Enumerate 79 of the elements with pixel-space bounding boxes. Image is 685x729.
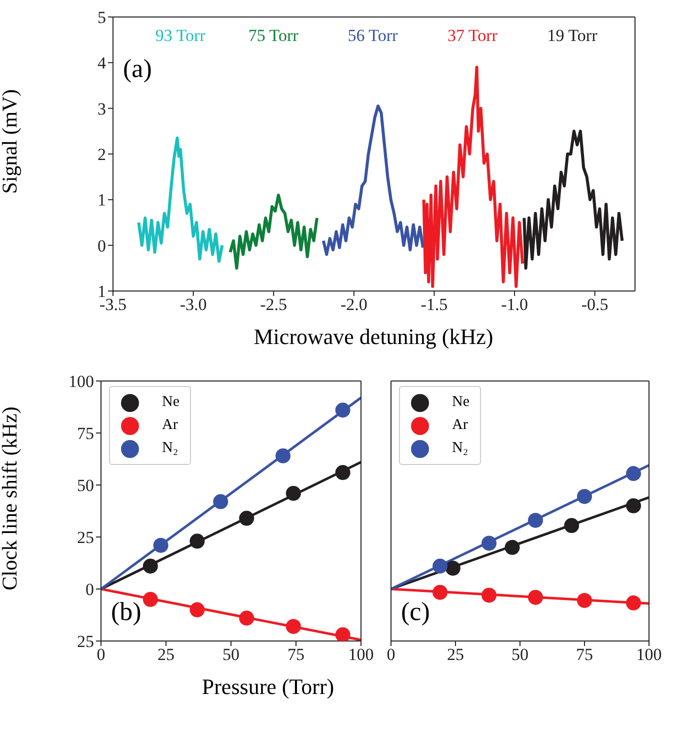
y-tick-label: 5 bbox=[98, 8, 106, 28]
point bbox=[335, 627, 350, 641]
x-tick-label: 100 bbox=[636, 645, 662, 664]
point bbox=[528, 512, 543, 528]
y-tick-label: 75 bbox=[77, 424, 94, 444]
x-tick-label: 25 bbox=[447, 645, 464, 664]
x-tick-label: -2.5 bbox=[260, 295, 288, 314]
point bbox=[142, 592, 158, 607]
x-tick-label: -3.0 bbox=[180, 295, 207, 314]
y-tick-label: 100 bbox=[68, 372, 94, 392]
x-tick-label: 75 bbox=[288, 645, 304, 664]
legend-label: Ar bbox=[162, 417, 178, 434]
text: 56 Torr bbox=[348, 26, 398, 46]
point bbox=[432, 584, 448, 600]
point bbox=[239, 610, 254, 626]
x-tick-label: 100 bbox=[348, 645, 374, 664]
line-series bbox=[137, 136, 224, 263]
point bbox=[239, 510, 254, 526]
point bbox=[482, 588, 497, 603]
legend-label: N₂ bbox=[162, 440, 178, 457]
series-label: 37 Torr bbox=[448, 26, 498, 46]
legend-label: Ne bbox=[452, 394, 470, 411]
y-tick-label: 3 bbox=[98, 99, 106, 118]
line-series bbox=[522, 130, 624, 270]
text: 75 Torr bbox=[248, 26, 298, 46]
x-axis-title: Microwave detuning (kHz) bbox=[252, 324, 494, 350]
text: 93 Torr bbox=[155, 26, 206, 46]
point bbox=[190, 602, 205, 618]
x-tick-label: 0 bbox=[386, 645, 396, 664]
point bbox=[213, 494, 228, 510]
x-tick-label: 50 bbox=[512, 645, 528, 664]
line-series bbox=[422, 66, 524, 288]
annotation: (a) bbox=[123, 54, 152, 84]
y-tick-label: 0 bbox=[98, 236, 106, 256]
point bbox=[432, 558, 448, 574]
point bbox=[626, 595, 642, 610]
point bbox=[504, 540, 520, 555]
point bbox=[335, 402, 350, 418]
point bbox=[153, 538, 168, 553]
annotation: (c) bbox=[401, 597, 430, 627]
line-series bbox=[322, 104, 424, 256]
text: 19 Torr bbox=[547, 26, 598, 46]
point bbox=[482, 536, 497, 551]
legend-label: Ar bbox=[452, 417, 468, 434]
x-tick-label: -0.5 bbox=[581, 295, 608, 314]
point bbox=[142, 558, 158, 574]
x-tick-label: -1.5 bbox=[420, 295, 448, 314]
point bbox=[528, 590, 543, 605]
annotation: (b) bbox=[111, 597, 142, 627]
x-tick-label: 50 bbox=[222, 645, 240, 664]
y-axis-title: Clock line shift (kHz) bbox=[0, 406, 22, 590]
point bbox=[577, 488, 592, 504]
legend-label: N₂ bbox=[452, 440, 468, 457]
point bbox=[577, 592, 592, 608]
y-tick-label: 1 bbox=[98, 282, 106, 302]
point bbox=[626, 466, 642, 482]
x-axis-title: Pressure (Torr) bbox=[200, 674, 336, 700]
y-axis-title: Signal (mV) bbox=[0, 88, 22, 194]
point bbox=[276, 448, 290, 464]
point bbox=[564, 518, 580, 534]
point bbox=[626, 498, 642, 514]
y-tick-label: 25 bbox=[77, 632, 94, 652]
point bbox=[286, 486, 301, 501]
x-tick-label: -1.0 bbox=[501, 295, 528, 314]
point bbox=[445, 560, 460, 576]
y-tick-label: 4 bbox=[98, 54, 106, 73]
x-tick-label: 75 bbox=[576, 645, 593, 664]
point bbox=[286, 618, 301, 634]
legend-label: Ne bbox=[162, 394, 180, 411]
y-tick-label: 2 bbox=[98, 145, 106, 164]
x-tick-label: 25 bbox=[158, 645, 174, 664]
x-tick-label: -2.0 bbox=[340, 295, 368, 314]
y-tick-label: 50 bbox=[77, 476, 94, 496]
y-tick-label: 0 bbox=[86, 580, 94, 600]
line-series bbox=[228, 194, 318, 270]
y-tick-label: 1 bbox=[98, 190, 106, 210]
y-tick-label: 25 bbox=[77, 528, 94, 548]
point bbox=[335, 465, 350, 480]
point bbox=[190, 534, 205, 549]
